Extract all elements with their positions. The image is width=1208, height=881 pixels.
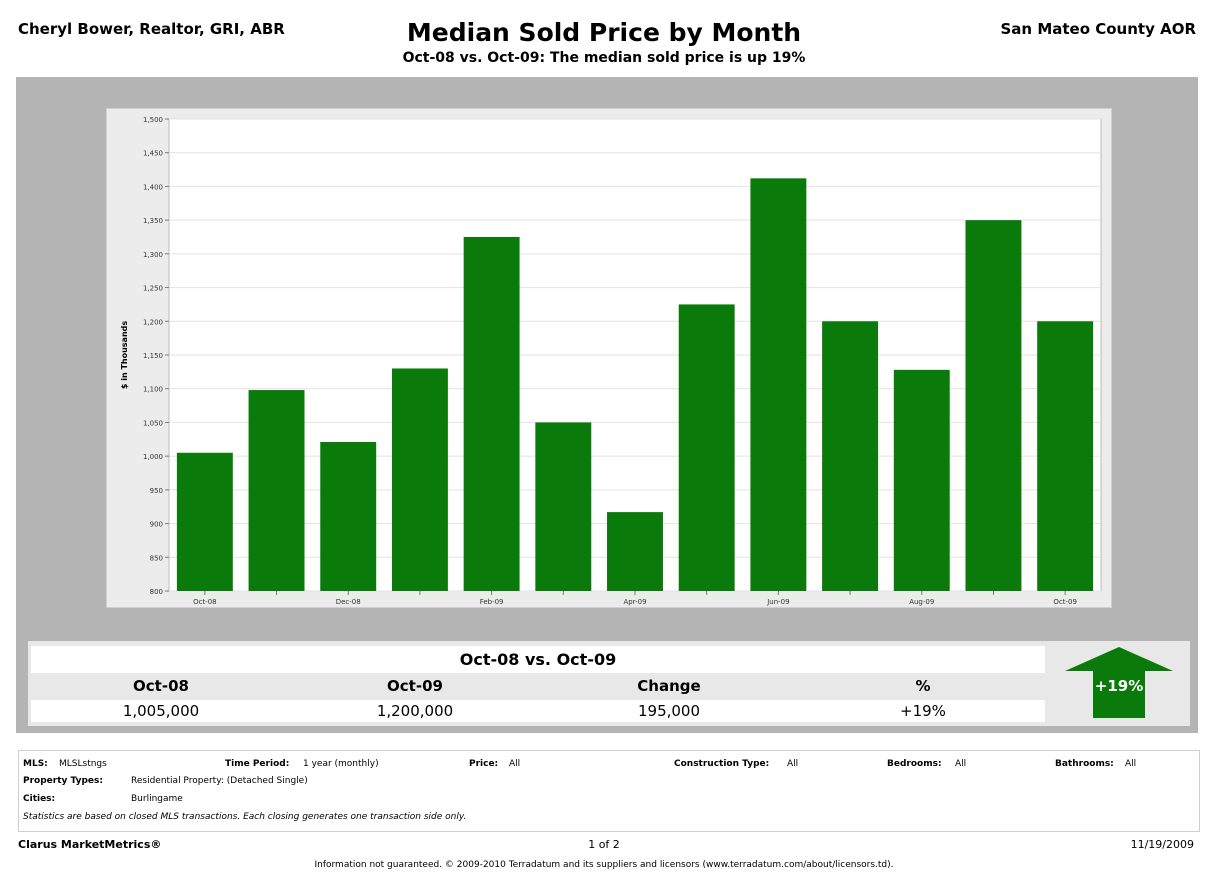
summary-header-row: Oct-08 Oct-09 Change %: [31, 675, 1045, 697]
summary-value-cell: 195,000: [637, 702, 701, 720]
summary-value-cell: +19%: [900, 702, 946, 720]
y-axis-label: $ in Thousands: [120, 321, 129, 390]
y-tick-label: 1,150: [143, 352, 163, 360]
y-tick-label: 1,250: [143, 285, 163, 293]
summary-value-cell: 1,200,000: [376, 702, 454, 720]
property-types-label: Property Types:: [23, 776, 103, 786]
price-label: Price:: [469, 759, 499, 769]
bar: [965, 220, 1022, 591]
bar: [320, 441, 377, 591]
mls-label: MLS:: [23, 759, 48, 769]
y-tick-label: 950: [150, 487, 163, 495]
y-tick-label: 1,500: [143, 116, 163, 124]
arrow-shape: [1065, 647, 1173, 718]
y-tick-label: 1,400: [143, 183, 163, 191]
up-arrow-icon: +19%: [1065, 647, 1173, 718]
page-number: 1 of 2: [588, 838, 620, 851]
chart-title: Median Sold Price by Month: [406, 18, 802, 47]
summary-header-cell: Change: [637, 677, 701, 695]
x-tick-label: Jun-09: [766, 598, 789, 606]
construction-value: All: [787, 759, 799, 769]
summary-header-cell: Oct-08: [133, 677, 189, 695]
y-tick-label: 1,350: [143, 217, 163, 225]
disclaimer: Information not guaranteed. © 2009-2010 …: [314, 860, 894, 870]
time-period-label: Time Period:: [225, 759, 290, 769]
statistics-note: Statistics are based on closed MLS trans…: [23, 812, 467, 822]
cities-label: Cities:: [23, 794, 56, 804]
bar: [678, 304, 735, 591]
bedrooms-value: All: [955, 759, 967, 769]
property-types-value: Residential Property: (Detached Single): [131, 776, 308, 786]
agent-name: Cheryl Bower, Realtor, GRI, ABR: [18, 20, 285, 38]
x-tick-label: Dec-08: [336, 598, 361, 606]
summary-value-row: 1,005,000 1,200,000 195,000 +19%: [31, 700, 1045, 722]
x-tick-label: Feb-09: [480, 598, 504, 606]
bar: [822, 321, 879, 591]
y-tick-label: 1,050: [143, 419, 163, 427]
bar: [893, 369, 950, 591]
report-date: 11/19/2009: [1130, 838, 1194, 851]
x-tick-label: Aug-09: [909, 598, 934, 606]
bar-chart: 1,500 1,450 1,400 1,350 1,300 1,250 1,200 1,150…: [120, 116, 1102, 606]
region-name: San Mateo County AOR: [1000, 20, 1197, 38]
summary-panel: Oct-08 vs. Oct-09 Oct-08 Oct-09 Change %…: [28, 641, 1190, 726]
brand-name: Clarus MarketMetrics®: [18, 838, 162, 851]
bar: [750, 178, 807, 591]
summary-value-cell: 1,005,000: [122, 702, 200, 720]
x-tick-label: Oct-08: [193, 598, 217, 606]
bar: [535, 422, 592, 591]
summary-header-cell: Oct-09: [387, 677, 443, 695]
construction-label: Construction Type:: [674, 759, 770, 769]
y-tick-label: 900: [150, 521, 163, 529]
summary-header-cell: %: [915, 677, 931, 695]
y-tick-label: 800: [150, 588, 163, 596]
y-tick-label: 850: [150, 554, 163, 562]
bar: [248, 390, 305, 591]
x-tick-label: Oct-09: [1053, 598, 1077, 606]
chart-panel: 1,500 1,450 1,400 1,350 1,300 1,250 1,200 1,150…: [106, 108, 1112, 608]
chart-subtitle: Oct-08 vs. Oct-09: The median sold price…: [402, 50, 806, 66]
y-tick-label: 1,200: [143, 318, 163, 326]
time-period-value: 1 year (monthly): [303, 759, 379, 769]
mls-value: MLSLstngs: [59, 759, 107, 769]
bar: [391, 368, 448, 591]
bar: [176, 452, 233, 591]
y-tick-label: 1,000: [143, 453, 163, 461]
x-tick-label: Apr-09: [623, 598, 646, 606]
bathrooms-value: All: [1125, 759, 1137, 769]
summary-title: Oct-08 vs. Oct-09: [31, 646, 1045, 673]
y-tick-label: 1,100: [143, 386, 163, 394]
report-criteria: MLS: MLSLstngs Time Period: 1 year (mont…: [18, 750, 1200, 832]
cities-value: Burlingame: [131, 794, 183, 804]
arrow-label: +19%: [1095, 677, 1143, 695]
bar: [1037, 321, 1094, 591]
y-tick-label: 1,450: [143, 150, 163, 158]
bar: [463, 237, 520, 591]
bar: [607, 512, 663, 591]
bathrooms-label: Bathrooms:: [1055, 759, 1114, 769]
price-value: All: [509, 759, 521, 769]
y-tick-label: 1,300: [143, 251, 163, 259]
bedrooms-label: Bedrooms:: [887, 759, 942, 769]
